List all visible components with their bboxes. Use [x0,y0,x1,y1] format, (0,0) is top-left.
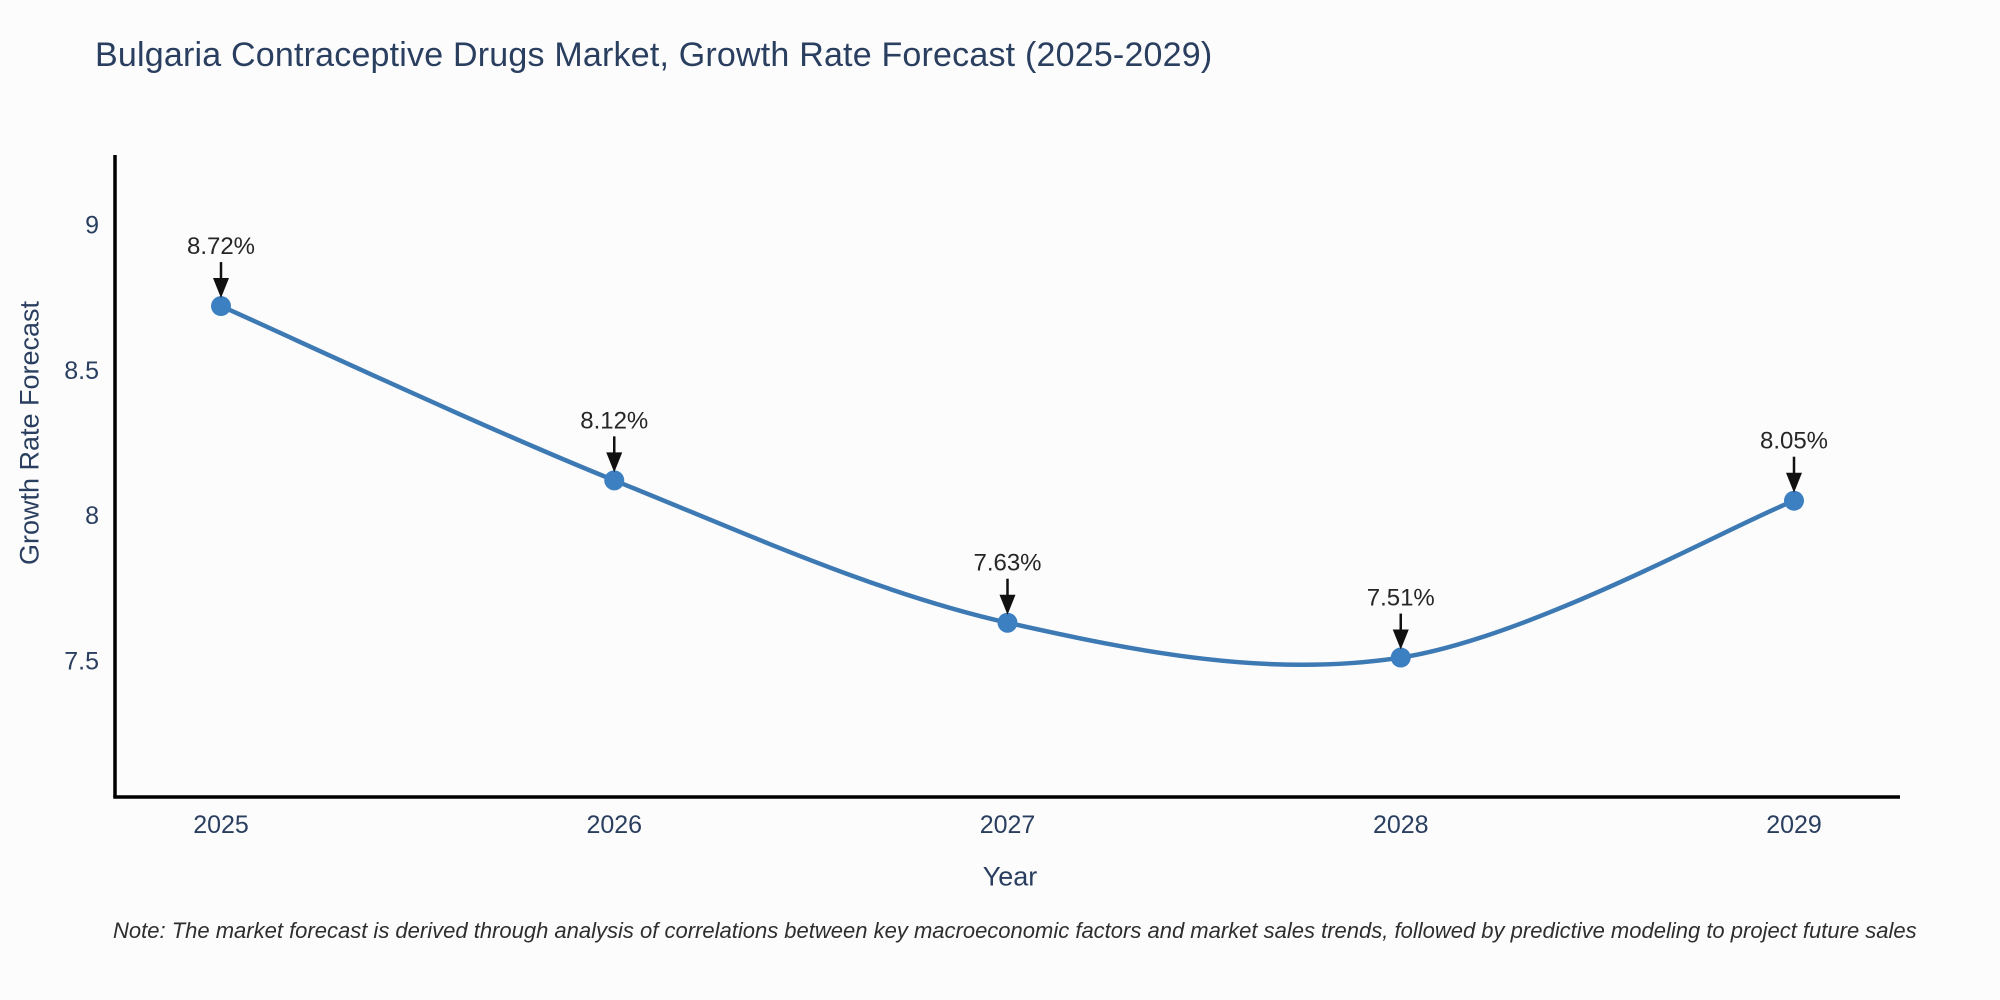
annotation-arrowhead-icon [606,452,623,473]
data-point-marker[interactable] [1390,647,1411,668]
annotation-arrowhead-icon [1786,472,1802,493]
annotation-arrowhead-icon [213,278,229,299]
data-point-marker[interactable] [211,296,231,317]
data-point-marker[interactable] [1784,490,1804,511]
annotation-label: 8.05% [1760,428,1828,455]
annotation-label: 8.12% [580,407,648,434]
annotation-label: 7.51% [1367,585,1435,612]
y-tick-label: 8.5 [64,357,99,385]
y-tick-label: 8 [85,502,99,530]
data-point-marker[interactable] [604,470,625,491]
data-point-marker[interactable] [997,612,1018,633]
x-tick-label: 2029 [1766,811,1822,839]
annotation-label: 7.63% [973,550,1041,577]
chart-title: Bulgaria Contraceptive Drugs Market, Gro… [95,36,1213,74]
annotation-label: 8.72% [187,233,255,260]
footnote: Note: The market forecast is derived thr… [113,918,1917,943]
x-tick-label: 2026 [586,811,642,839]
x-axis-title: Year [982,861,1038,892]
annotation-arrowhead-icon [999,594,1016,615]
x-tick-label: 2025 [193,811,249,839]
y-tick-label: 9 [85,212,99,240]
x-tick-label: 2027 [980,811,1036,839]
y-tick-label: 7.5 [64,647,99,675]
x-tick-label: 2028 [1373,811,1429,839]
annotation-arrowhead-icon [1392,629,1409,650]
